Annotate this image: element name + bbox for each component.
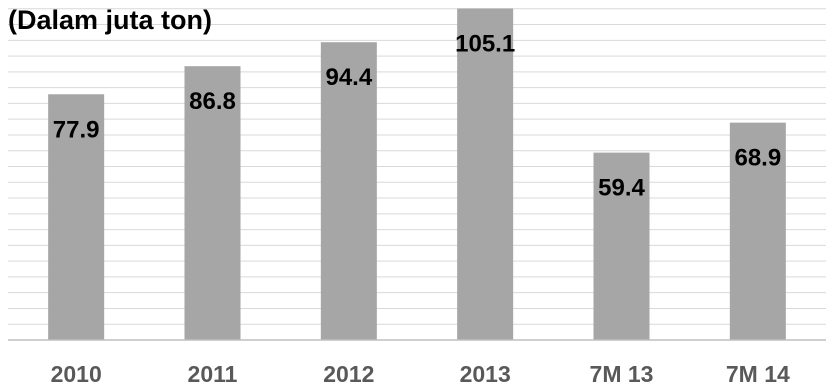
bar-2011 [184, 66, 241, 340]
data-label: 77.9 [53, 116, 100, 143]
category-label: 7M 13 [590, 361, 654, 387]
category-labels: 2010 2011 2012 2013 7M 13 7M 14 [51, 361, 790, 387]
gridlines [8, 8, 826, 325]
category-label: 2010 [51, 361, 102, 387]
bar-7m-14 [729, 122, 786, 340]
category-label: 2013 [460, 361, 511, 387]
category-label: 2011 [188, 361, 238, 387]
value-labels: 77.9 86.8 94.4 105.1 59.4 68.9 [53, 30, 781, 201]
bar-7m-13 [593, 152, 650, 340]
data-label: 68.9 [734, 145, 781, 172]
bar-2010 [48, 94, 105, 340]
data-label: 86.8 [189, 88, 236, 115]
bar-2012 [320, 42, 377, 341]
chart-title: (Dalam juta ton) [8, 5, 212, 35]
category-label: 2012 [323, 361, 374, 387]
data-label: 105.1 [455, 30, 515, 57]
data-label: 59.4 [598, 175, 645, 202]
bar-2013 [457, 8, 514, 340]
data-label: 94.4 [325, 64, 372, 91]
category-label: 7M 14 [726, 361, 790, 387]
bars [48, 8, 786, 341]
